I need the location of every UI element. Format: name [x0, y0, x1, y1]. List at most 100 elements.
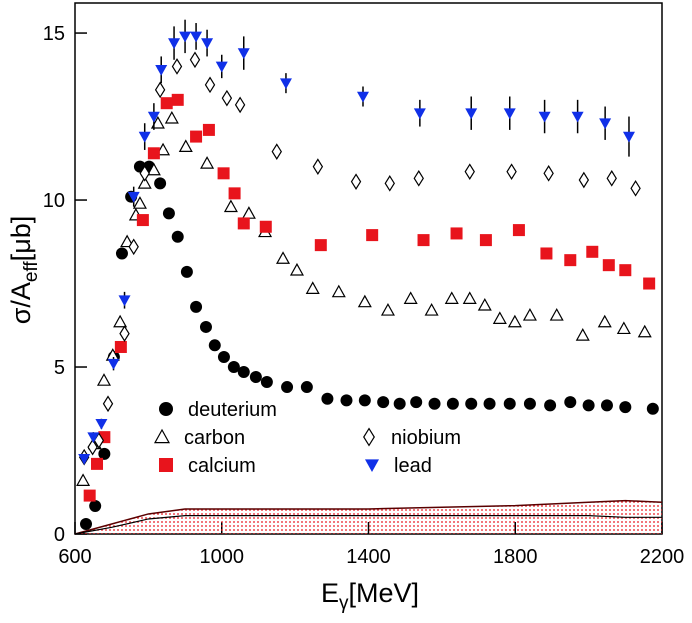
band-upper-line — [74, 499, 663, 535]
point — [281, 381, 294, 394]
point — [171, 93, 184, 106]
point — [147, 111, 160, 123]
point — [234, 96, 246, 114]
point — [444, 291, 459, 304]
legend-marker — [153, 428, 171, 444]
legend-marker — [159, 458, 173, 472]
point — [366, 229, 379, 242]
x-label-sub: γ — [339, 593, 349, 614]
point — [564, 254, 577, 267]
point — [137, 176, 152, 189]
point — [190, 31, 203, 43]
point — [260, 376, 273, 389]
point — [479, 234, 492, 247]
point — [160, 97, 173, 110]
point — [168, 38, 181, 50]
point — [189, 51, 201, 69]
y-label-unit: [μb] — [6, 216, 36, 262]
point — [637, 324, 652, 338]
point — [98, 447, 111, 460]
point — [237, 217, 250, 230]
point — [162, 207, 175, 220]
point — [305, 281, 320, 294]
point — [619, 264, 632, 277]
point — [259, 220, 272, 233]
point — [107, 358, 120, 370]
legend-label: calcium — [188, 455, 256, 477]
legend-label: deuterium — [188, 399, 277, 421]
point — [312, 158, 324, 175]
point — [506, 163, 517, 180]
point — [446, 397, 459, 410]
point — [127, 191, 140, 203]
legend-marker — [365, 459, 379, 472]
point — [622, 131, 635, 143]
point — [190, 300, 203, 313]
point — [619, 401, 632, 414]
point — [357, 294, 372, 308]
y-tick-label: 15 — [43, 23, 65, 45]
point — [87, 432, 100, 444]
point — [599, 118, 612, 130]
point — [132, 196, 147, 209]
band-lower-line — [74, 515, 662, 535]
point — [643, 277, 656, 290]
point — [380, 303, 395, 316]
y-tick-label: 0 — [54, 524, 65, 546]
point — [544, 399, 557, 412]
point — [190, 130, 203, 143]
y-tick-label: 5 — [54, 357, 65, 379]
point — [208, 339, 221, 352]
point — [564, 396, 577, 409]
point — [217, 167, 230, 180]
plot-frame — [74, 2, 663, 535]
point — [630, 180, 641, 197]
point — [483, 397, 496, 410]
point — [350, 173, 362, 191]
point — [279, 78, 292, 90]
point — [540, 247, 553, 260]
x-tick-label: 600 — [58, 546, 91, 568]
point — [275, 251, 291, 264]
point — [384, 175, 395, 192]
point — [249, 371, 262, 384]
point — [171, 230, 184, 243]
point — [76, 473, 91, 486]
x-tick-label: 1400 — [346, 546, 391, 568]
point — [377, 396, 390, 409]
point — [199, 320, 212, 333]
point — [358, 394, 371, 407]
legend-marker — [159, 402, 173, 416]
y-label-sub: eff — [21, 261, 42, 283]
point — [147, 147, 160, 160]
point — [393, 397, 406, 410]
point — [271, 143, 282, 160]
point — [171, 58, 183, 75]
point — [503, 397, 516, 410]
point — [120, 234, 135, 248]
legend-label: niobium — [391, 427, 461, 449]
point — [578, 171, 590, 189]
point — [237, 48, 250, 60]
point — [180, 265, 193, 278]
point — [465, 397, 478, 410]
point — [450, 227, 463, 240]
point — [538, 111, 551, 123]
x-tick-label: 1000 — [200, 546, 245, 568]
point — [507, 314, 522, 328]
point — [606, 169, 617, 187]
point — [83, 489, 96, 502]
point — [138, 131, 151, 143]
point — [300, 381, 313, 394]
point — [413, 108, 426, 120]
point — [154, 177, 167, 190]
point — [523, 397, 536, 410]
point — [139, 164, 150, 182]
point — [87, 438, 98, 456]
point — [95, 418, 108, 430]
point — [202, 123, 215, 136]
point — [221, 89, 233, 107]
x-tick-label: 1800 — [493, 546, 538, 568]
point — [602, 259, 615, 272]
